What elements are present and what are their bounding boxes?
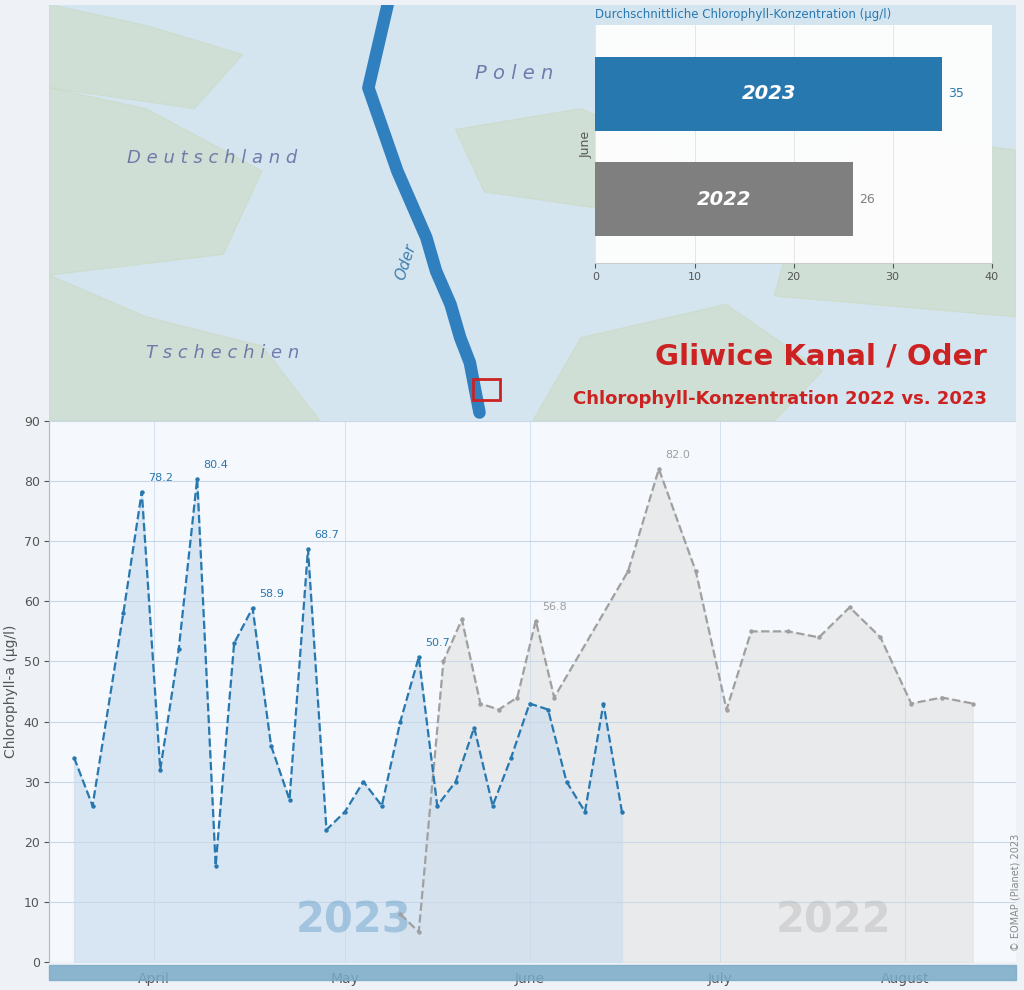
Text: 50.7: 50.7 — [425, 639, 450, 648]
Y-axis label: Chlorophyll-a (µg/l): Chlorophyll-a (µg/l) — [4, 625, 18, 758]
Polygon shape — [774, 130, 1016, 317]
Text: 2023: 2023 — [296, 899, 412, 941]
Text: 56.8: 56.8 — [542, 602, 566, 612]
Text: Gliwice Kanal / Oder: Gliwice Kanal / Oder — [655, 343, 987, 371]
Text: Chlorophyll-Konzentration 2022 vs. 2023: Chlorophyll-Konzentration 2022 vs. 2023 — [573, 390, 987, 409]
Polygon shape — [532, 304, 822, 421]
Text: D e u t s c h l a n d: D e u t s c h l a n d — [127, 148, 297, 166]
Text: 2022: 2022 — [776, 899, 892, 941]
Text: 68.7: 68.7 — [314, 530, 339, 540]
Polygon shape — [49, 88, 262, 275]
Text: T s c h e c h i e n: T s c h e c h i e n — [146, 345, 299, 362]
Polygon shape — [456, 109, 678, 213]
Text: Oder: Oder — [392, 243, 418, 282]
Polygon shape — [49, 275, 321, 421]
Bar — [473, 379, 500, 400]
Polygon shape — [610, 38, 870, 130]
Text: 80.4: 80.4 — [204, 459, 228, 469]
Text: 82.0: 82.0 — [665, 450, 690, 460]
Polygon shape — [49, 5, 243, 109]
Text: © EOMAP (Planet) 2023: © EOMAP (Planet) 2023 — [1011, 834, 1021, 951]
Text: P o l e n: P o l e n — [475, 64, 553, 83]
Bar — [49, 965, 1016, 980]
Text: 78.2: 78.2 — [147, 473, 173, 483]
Text: 58.9: 58.9 — [259, 589, 284, 599]
